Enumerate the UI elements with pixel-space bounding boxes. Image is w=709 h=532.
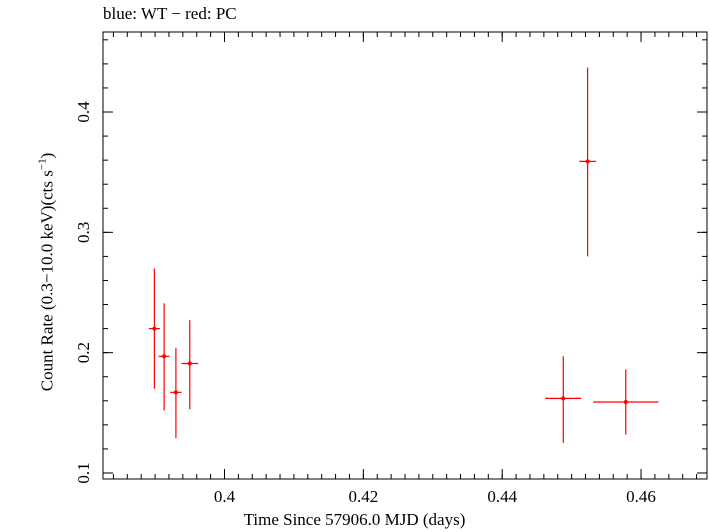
data-marker	[162, 354, 167, 359]
x-tick-label: 0.44	[487, 487, 517, 506]
plot-area-frame	[102, 31, 708, 480]
y-axis-label-exponent: −1	[36, 158, 49, 171]
y-tick-label: 0.1	[74, 462, 93, 483]
y-tick-label: 0.4	[74, 101, 93, 123]
data-point	[593, 369, 659, 435]
data-marker	[561, 396, 566, 401]
chart-title: blue: WT − red: PC	[103, 4, 237, 23]
y-tick-label: 0.2	[74, 342, 93, 363]
data-point	[545, 356, 582, 443]
data-marker	[585, 159, 590, 164]
y-tick-label: 0.3	[74, 222, 93, 243]
data-marker	[152, 326, 157, 331]
y-tick-labels: 0.1 0.2 0.3 0.4	[74, 101, 93, 484]
data-point	[170, 347, 182, 439]
data-points	[148, 67, 659, 443]
y-axis-label-main: Count Rate (0.3−10.0 keV)(cts s	[37, 170, 57, 392]
axis-ticks	[103, 32, 707, 479]
data-point	[579, 67, 596, 257]
x-tick-label: 0.42	[348, 487, 378, 506]
x-tick-label: 0.4	[214, 487, 236, 506]
y-axis-label-end: )	[37, 152, 57, 159]
data-marker	[173, 390, 178, 395]
data-point	[148, 268, 160, 389]
x-tick-labels: 0.4 0.42 0.44 0.46	[214, 487, 656, 506]
x-axis-label: Time Since 57906.0 MJD (days)	[243, 510, 466, 529]
data-point	[181, 320, 199, 410]
data-point	[158, 303, 170, 411]
data-marker	[187, 361, 192, 366]
y-axis-label: Count Rate (0.3−10.0 keV)(cts s−1)	[37, 153, 58, 392]
x-tick-label: 0.46	[626, 487, 656, 506]
data-marker	[623, 399, 628, 404]
